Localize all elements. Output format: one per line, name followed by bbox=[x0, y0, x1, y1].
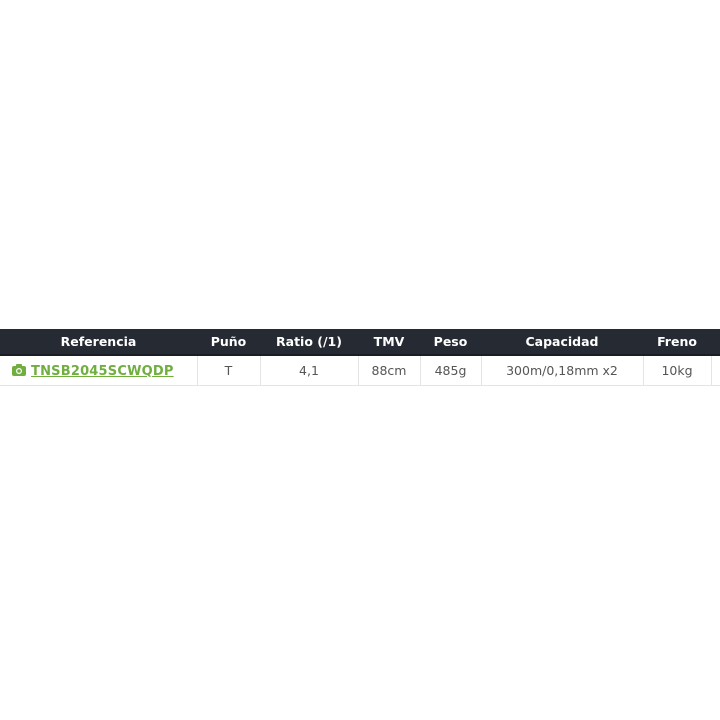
cell-referencia: TNSB2045SCWQDP bbox=[0, 355, 198, 386]
camera-icon[interactable] bbox=[12, 363, 26, 379]
header-row: Referencia Puño Ratio (/1) TMV Peso Capa… bbox=[0, 329, 720, 356]
header-tmv: TMV bbox=[358, 329, 420, 356]
cell-capacidad: 300m/0,18mm x2 bbox=[481, 355, 644, 386]
cell-tmv: 88cm bbox=[358, 355, 421, 386]
header-extra bbox=[711, 329, 720, 356]
cell-ratio: 4,1 bbox=[260, 355, 359, 386]
header-freno: Freno bbox=[643, 329, 711, 356]
cell-puno: T bbox=[197, 355, 261, 386]
header-peso: Peso bbox=[420, 329, 481, 356]
product-spec-table: Referencia Puño Ratio (/1) TMV Peso Capa… bbox=[0, 329, 720, 386]
cell-freno: 10kg bbox=[643, 355, 712, 386]
header-referencia: Referencia bbox=[0, 329, 197, 356]
cell-extra bbox=[711, 355, 720, 386]
header-puno: Puño bbox=[197, 329, 260, 356]
header-capacidad: Capacidad bbox=[481, 329, 643, 356]
cell-peso: 485g bbox=[420, 355, 482, 386]
header-ratio: Ratio (/1) bbox=[260, 329, 358, 356]
table-row: TNSB2045SCWQDP T 4,1 88cm 485g 300m/0,18… bbox=[0, 355, 720, 386]
reference-link[interactable]: TNSB2045SCWQDP bbox=[31, 363, 174, 379]
